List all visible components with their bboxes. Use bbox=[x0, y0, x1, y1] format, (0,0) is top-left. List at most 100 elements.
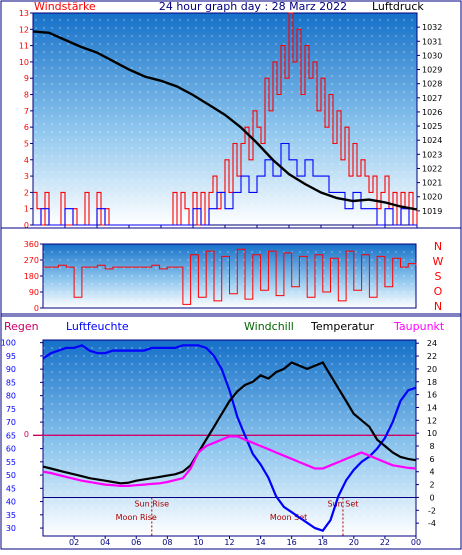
pressure-y-tick-label: 1022 bbox=[422, 164, 442, 173]
wind-y-tick-label: 1 bbox=[24, 205, 29, 214]
temp-x-tick-label: 00 bbox=[411, 538, 421, 547]
temp-x-tick-label: 06 bbox=[131, 538, 141, 547]
humidity-y-tick-label: 95 bbox=[6, 352, 16, 361]
wind-y-tick-label: 9 bbox=[24, 74, 29, 83]
humidity-y-tick-label: 30 bbox=[6, 524, 16, 533]
pressure-y-tick-label: 1026 bbox=[422, 108, 442, 117]
temp-y-tick-label: 12 bbox=[427, 416, 437, 425]
wind-pressure-panel: 0123456789101112131019102010211022102310… bbox=[19, 9, 443, 240]
direction-y-tick-label: 270 bbox=[24, 256, 39, 265]
temp-y-tick-label: 14 bbox=[427, 403, 437, 412]
temperatur-label: Temperatur bbox=[310, 320, 375, 333]
windchill-label: Windchill bbox=[244, 320, 294, 333]
temp-x-tick-label: 16 bbox=[287, 538, 297, 547]
page-title: 24 hour graph day : 28 Marz 2022 bbox=[159, 0, 347, 13]
temp-y-tick-label: 20 bbox=[427, 365, 437, 374]
wind-y-tick-label: 4 bbox=[24, 156, 29, 165]
zero-rain-label: 0 bbox=[24, 430, 29, 439]
compass-label: N bbox=[434, 240, 442, 253]
wind-y-tick-label: 6 bbox=[24, 123, 29, 132]
moon-set-label: Moon Set bbox=[270, 513, 307, 522]
pressure-y-tick-label: 1024 bbox=[422, 136, 442, 145]
temp-y-tick-label: 16 bbox=[427, 391, 437, 400]
pressure-y-tick-label: 1029 bbox=[422, 66, 442, 75]
humidity-y-tick-label: 70 bbox=[6, 418, 16, 427]
wind-y-tick-label: 5 bbox=[24, 139, 29, 148]
compass-label: W bbox=[433, 255, 444, 268]
temp-y-tick-label: -4 bbox=[428, 519, 436, 528]
direction-y-tick-label: 0 bbox=[34, 304, 39, 313]
pressure-y-tick-label: 1028 bbox=[422, 80, 442, 89]
humidity-y-tick-label: 80 bbox=[6, 392, 16, 401]
compass-label: S bbox=[435, 270, 442, 283]
humidity-y-tick-label: 90 bbox=[6, 365, 16, 374]
series-pressure bbox=[32, 30, 418, 211]
temp-y-tick-label: 4 bbox=[429, 468, 434, 477]
series-direction bbox=[43, 248, 417, 305]
pressure-y-tick-label: 1023 bbox=[422, 150, 442, 159]
temp-x-tick-label: 12 bbox=[224, 538, 234, 547]
series-gust bbox=[33, 12, 418, 226]
temp-y-tick-label: 24 bbox=[427, 339, 437, 348]
pressure-label: Luftdruck bbox=[372, 0, 424, 13]
series-temperature bbox=[42, 361, 417, 485]
humidity-y-tick-label: 40 bbox=[6, 498, 16, 507]
humidity-y-tick-label: 85 bbox=[6, 378, 16, 387]
pressure-y-tick-label: 1019 bbox=[422, 207, 442, 216]
compass-label: O bbox=[434, 285, 443, 298]
humidity-y-tick-label: 35 bbox=[6, 511, 16, 520]
temp-y-tick-label: -2 bbox=[428, 506, 436, 515]
temp-y-tick-label: 18 bbox=[427, 378, 437, 387]
compass-label: N bbox=[434, 300, 442, 313]
wind-y-tick-label: 13 bbox=[19, 9, 29, 18]
wind-y-tick-label: 0 bbox=[24, 221, 29, 230]
wind-y-tick-label: 11 bbox=[19, 42, 29, 51]
pressure-y-tick-label: 1025 bbox=[422, 122, 442, 131]
direction-y-tick-label: 180 bbox=[24, 272, 39, 281]
luftfeuchte-label: Luftfeuchte bbox=[66, 320, 129, 333]
temp-y-tick-label: 22 bbox=[427, 352, 437, 361]
humidity-y-tick-label: 50 bbox=[6, 471, 16, 480]
pressure-y-tick-label: 1020 bbox=[422, 193, 442, 202]
wind-y-tick-label: 7 bbox=[24, 107, 29, 116]
regen-label: Regen bbox=[4, 320, 39, 333]
pressure-y-tick-label: 1021 bbox=[422, 179, 442, 188]
wind-y-tick-label: 12 bbox=[19, 25, 29, 34]
pressure-y-tick-label: 1031 bbox=[422, 37, 442, 46]
temp-x-tick-label: 14 bbox=[255, 538, 265, 547]
pressure-y-tick-label: 1032 bbox=[422, 23, 442, 32]
wind-y-tick-label: 10 bbox=[19, 58, 29, 67]
direction-y-tick-label: 360 bbox=[24, 240, 39, 249]
wind-y-tick-label: 2 bbox=[24, 188, 29, 197]
humidity-y-tick-label: 75 bbox=[6, 405, 16, 414]
moon-rise-label: Moon Rise bbox=[116, 513, 157, 522]
temp-y-tick-label: 10 bbox=[427, 429, 437, 438]
temp-plot-grid bbox=[43, 340, 416, 536]
taupunkt-label: Taupunkt bbox=[393, 320, 445, 333]
temp-humidity-panel: Regen Luftfeuchte Windchill Temperatur T… bbox=[0, 315, 462, 550]
temp-y-tick-label: 2 bbox=[429, 481, 434, 490]
temp-x-tick-label: 22 bbox=[380, 538, 390, 547]
humidity-y-tick-label: 55 bbox=[6, 458, 16, 467]
temp-x-tick-label: 20 bbox=[349, 538, 359, 547]
temp-x-tick-label: 18 bbox=[318, 538, 328, 547]
humidity-y-tick-label: 100 bbox=[1, 339, 16, 348]
temp-y-tick-label: 0 bbox=[429, 493, 434, 502]
temp-x-tick-label: 04 bbox=[100, 538, 110, 547]
sun-set-label: Sun Set bbox=[328, 499, 359, 508]
temp-x-tick-label: 08 bbox=[162, 538, 172, 547]
humidity-y-tick-label: 45 bbox=[6, 484, 16, 493]
direction-y-tick-label: 90 bbox=[29, 288, 39, 297]
temp-y-tick-label: 6 bbox=[429, 455, 434, 464]
series-avg bbox=[33, 142, 417, 226]
wind-y-tick-label: 8 bbox=[24, 91, 29, 100]
humidity-y-tick-label: 65 bbox=[6, 431, 16, 440]
series-dewpoint bbox=[42, 435, 417, 487]
wind-y-tick-label: 3 bbox=[24, 172, 29, 181]
humidity-y-tick-label: 60 bbox=[6, 445, 16, 454]
sun-rise-label: Sun Rise bbox=[134, 499, 169, 508]
temp-x-tick-label: 02 bbox=[69, 538, 79, 547]
